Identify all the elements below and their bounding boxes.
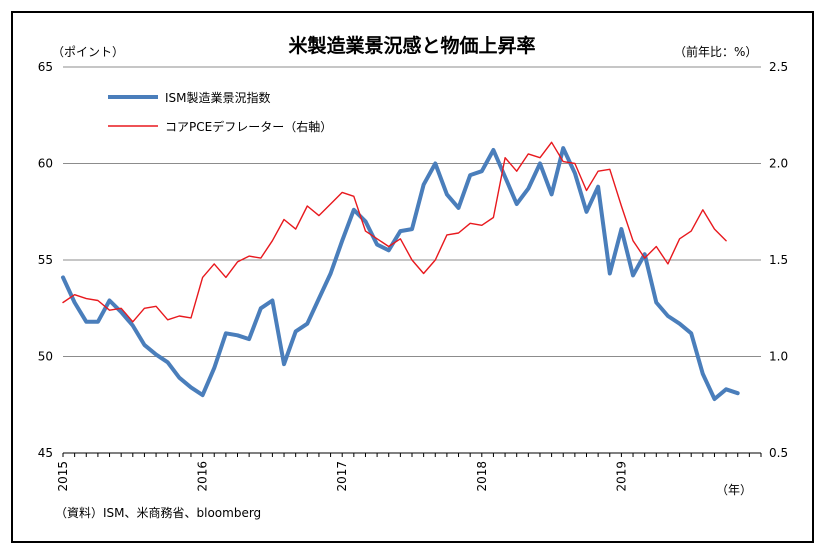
left-tick-label: 60 <box>38 157 53 171</box>
x-tick-label: 2018 <box>475 461 489 492</box>
series-lines <box>61 141 740 401</box>
right-axis-unit: （前年比：%） <box>674 44 757 59</box>
right-tick-label: 2.0 <box>769 157 788 171</box>
left-tick-label: 45 <box>38 446 53 460</box>
right-axis-tick-labels: 0.5 1.0 1.5 2.0 2.5 <box>769 60 788 460</box>
chart-frame <box>11 11 814 543</box>
gridlines <box>63 66 761 357</box>
x-axis-tick-marks <box>62 453 762 457</box>
legend-label-ism: ISM製造業景況指数 <box>165 90 271 105</box>
right-tick-label: 0.5 <box>769 446 788 460</box>
series-line-ism <box>61 146 740 401</box>
left-axis-unit: （ポイント） <box>52 45 124 59</box>
x-axis-tick-labels: 2015 2016 2017 2018 2019 <box>56 461 628 492</box>
right-tick-label: 1.5 <box>769 253 788 267</box>
legend: ISM製造業景況指数 コアPCEデフレーター（右軸） <box>108 90 332 134</box>
left-tick-label: 55 <box>38 253 53 267</box>
x-axis-unit: （年） <box>716 483 752 497</box>
x-tick-label: 2015 <box>56 461 70 492</box>
left-axis-tick-labels: 45 50 55 60 65 <box>38 60 53 460</box>
chart-title: 米製造業景況感と物価上昇率 <box>288 34 535 57</box>
left-tick-label: 65 <box>38 60 53 74</box>
source-note: （資料）ISM、米商務省、bloomberg <box>55 505 261 520</box>
x-tick-label: 2017 <box>335 461 349 492</box>
series-line-pce <box>62 141 727 323</box>
right-tick-label: 2.5 <box>769 60 788 74</box>
left-tick-label: 50 <box>38 350 53 364</box>
x-tick-label: 2016 <box>196 461 210 492</box>
right-tick-label: 1.0 <box>769 350 788 364</box>
x-tick-label: 2019 <box>614 461 628 492</box>
legend-label-pce: コアPCEデフレーター（右軸） <box>165 119 332 134</box>
